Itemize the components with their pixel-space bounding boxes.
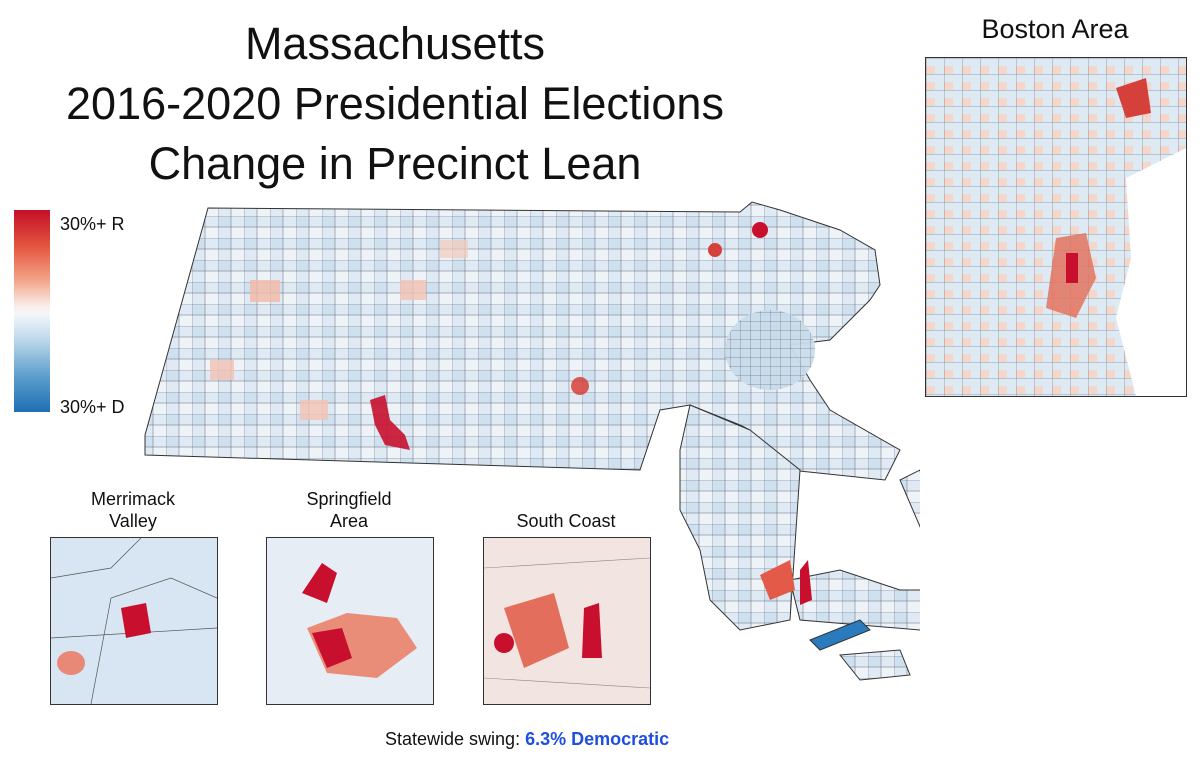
legend-bottom-label: 30%+ D bbox=[60, 397, 125, 417]
merrimack-label-line-2: Valley bbox=[109, 511, 157, 531]
south-coast-inset bbox=[483, 537, 651, 705]
legend-top-label: 30%+ R bbox=[60, 214, 125, 234]
springfield-inset-label: Springfield Area bbox=[266, 488, 432, 532]
legend-gradient-bar bbox=[14, 210, 50, 412]
statewide-swing-value: 6.3% Democratic bbox=[525, 729, 670, 749]
merrimack-inset-map bbox=[51, 538, 217, 704]
title-line-2: 2016-2020 Presidential Elections bbox=[66, 78, 724, 129]
new-bedford-inset-hotspot bbox=[494, 633, 514, 653]
new-bedford-hotspot bbox=[760, 560, 795, 600]
boston-inset bbox=[925, 57, 1187, 397]
merrimack-inset bbox=[50, 537, 218, 705]
map-title: Massachusetts 2016-2020 Presidential Ele… bbox=[0, 14, 790, 194]
merrimack-label-line-1: Merrimack bbox=[91, 489, 175, 509]
elizabeth-islands bbox=[809, 619, 871, 651]
south-coast-inset-region bbox=[504, 593, 569, 668]
south-coast-inset-label: South Coast bbox=[516, 511, 616, 531]
color-legend: 30%+ R 30%+ D bbox=[14, 210, 174, 417]
dorchester-hotspot bbox=[1066, 253, 1078, 283]
lawrence-hotspot bbox=[752, 222, 768, 238]
worcester-hotspot bbox=[571, 377, 589, 395]
boston-inset-map bbox=[926, 58, 1186, 396]
state-mainland bbox=[144, 201, 901, 481]
marthas-vineyard bbox=[839, 649, 911, 681]
springfield-inset bbox=[266, 537, 434, 705]
springfield-label-line-2: Area bbox=[329, 511, 369, 531]
chelsea-hotspot bbox=[1116, 78, 1151, 118]
lowell-hotspot bbox=[708, 243, 722, 257]
boston-harbor-water bbox=[1116, 148, 1186, 396]
fall-river-inset-hotspot bbox=[582, 603, 602, 658]
springfield-core-hotspot bbox=[312, 628, 352, 668]
statewide-swing: Statewide swing: 6.3% Democratic bbox=[385, 729, 669, 750]
title-line-1: Massachusetts bbox=[244, 18, 546, 69]
statewide-swing-label: Statewide swing: bbox=[385, 729, 521, 749]
holyoke-inset-hotspot bbox=[302, 563, 337, 603]
south-coast-inset-map bbox=[484, 538, 650, 704]
boston-inset-label: Boston Area bbox=[981, 14, 1129, 44]
cape-cod bbox=[789, 469, 920, 631]
merrimack-inset-label: Merrimack Valley bbox=[50, 488, 216, 532]
springfield-inset-map bbox=[267, 538, 433, 704]
lowell-inset-hotspot bbox=[57, 651, 85, 675]
fall-river-hotspot bbox=[800, 560, 812, 605]
springfield-hotspot bbox=[370, 395, 410, 450]
title-line-3: Change in Precinct Lean bbox=[148, 138, 642, 189]
springfield-label-line-1: Springfield bbox=[306, 489, 392, 509]
lawrence-inset-hotspot bbox=[121, 603, 151, 638]
boston-metro-area bbox=[725, 310, 815, 390]
massachusetts-precinct-map bbox=[144, 201, 920, 681]
